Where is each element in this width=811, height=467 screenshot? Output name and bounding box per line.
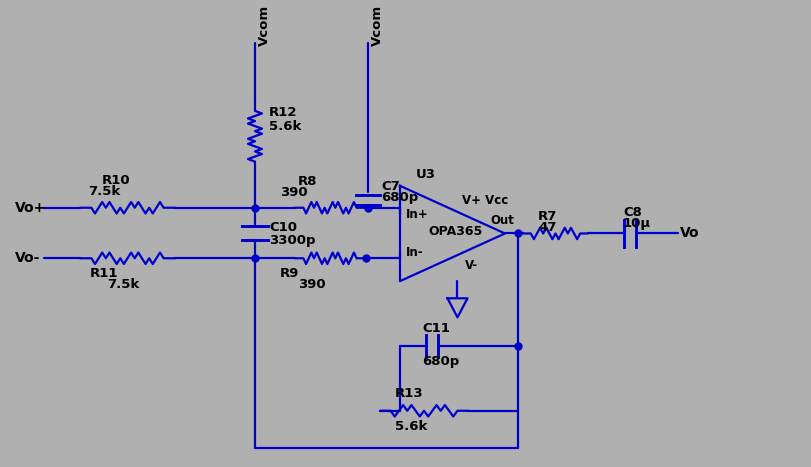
Text: R13: R13 — [394, 387, 423, 400]
Text: 47: 47 — [538, 221, 556, 234]
Text: 5.6k: 5.6k — [394, 419, 427, 432]
Text: R7: R7 — [538, 210, 556, 223]
Text: Vcom: Vcom — [371, 5, 384, 46]
Text: Vo+: Vo+ — [15, 201, 46, 215]
Text: 7.5k: 7.5k — [88, 185, 120, 198]
Text: 7.5k: 7.5k — [107, 278, 139, 291]
Text: 10μ: 10μ — [622, 218, 650, 230]
Text: V-: V- — [465, 259, 478, 272]
Text: C8: C8 — [622, 206, 641, 219]
Text: R8: R8 — [298, 175, 317, 188]
Text: R12: R12 — [268, 106, 297, 119]
Text: Vo: Vo — [679, 226, 699, 241]
Text: C7: C7 — [380, 180, 399, 193]
Text: Out: Out — [489, 213, 513, 226]
Text: OPA365: OPA365 — [427, 225, 482, 238]
Text: U3: U3 — [415, 168, 436, 181]
Text: V+ Vcc: V+ Vcc — [461, 194, 508, 206]
Text: Vo-: Vo- — [15, 251, 41, 265]
Text: C10: C10 — [268, 221, 297, 234]
Text: C11: C11 — [422, 322, 449, 335]
Text: R10: R10 — [102, 174, 131, 187]
Text: 3300p: 3300p — [268, 234, 315, 247]
Text: In+: In+ — [406, 208, 428, 221]
Text: In-: In- — [406, 246, 423, 259]
Text: 680p: 680p — [380, 191, 418, 204]
Text: 680p: 680p — [422, 355, 459, 368]
Text: R11: R11 — [90, 267, 118, 280]
Text: R9: R9 — [280, 267, 299, 280]
Text: 390: 390 — [280, 186, 307, 199]
Text: 390: 390 — [298, 278, 325, 291]
Text: 5.6k: 5.6k — [268, 120, 301, 133]
Text: Vcom: Vcom — [258, 5, 271, 46]
